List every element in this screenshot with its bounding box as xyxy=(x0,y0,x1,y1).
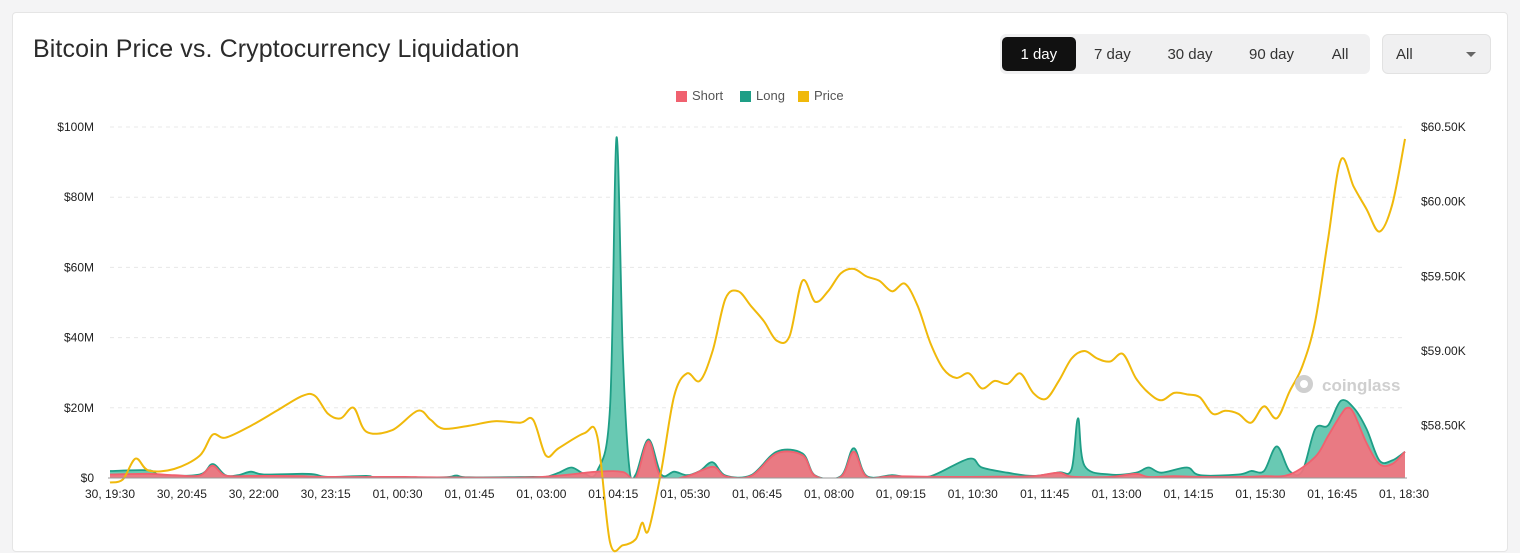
time-range-tabs: 1 day 7 day 30 day 90 day All xyxy=(1000,34,1370,74)
exchange-select[interactable]: All xyxy=(1382,34,1491,74)
chevron-down-icon xyxy=(1466,52,1476,57)
tab-30-day[interactable]: 30 day xyxy=(1167,45,1213,63)
tab-7-day[interactable]: 7 day xyxy=(1094,45,1131,63)
exchange-select-value: All xyxy=(1396,45,1413,63)
page-title: Bitcoin Price vs. Cryptocurrency Liquida… xyxy=(33,35,520,63)
tab-1-day[interactable]: 1 day xyxy=(1002,37,1076,71)
tab-90-day[interactable]: 90 day xyxy=(1248,45,1295,63)
chart-card: Bitcoin Price vs. Cryptocurrency Liquida… xyxy=(12,12,1508,552)
tab-all[interactable]: All xyxy=(1331,45,1349,63)
